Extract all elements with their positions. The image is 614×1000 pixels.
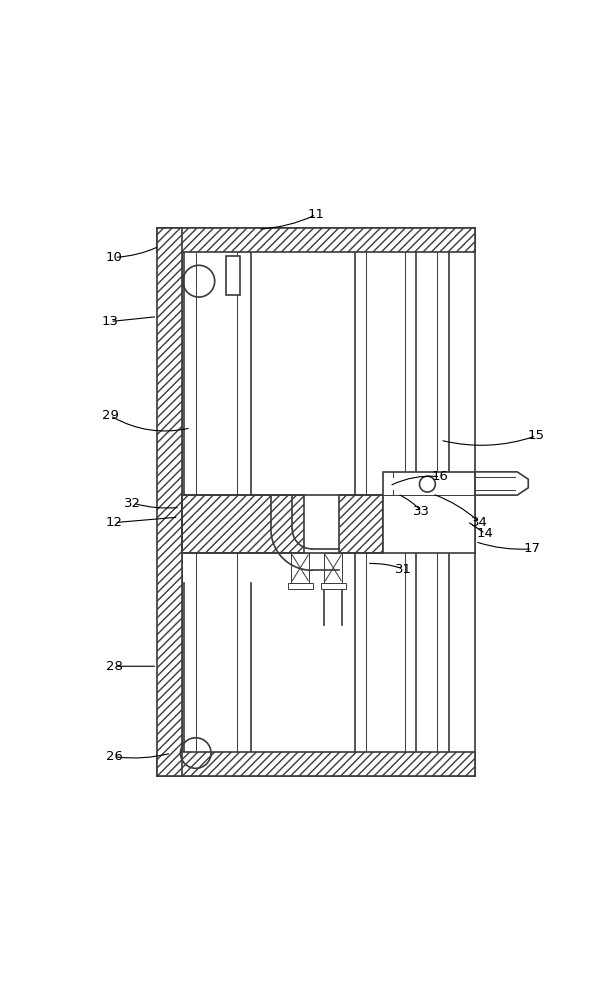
Bar	[227, 256, 239, 295]
Bar	[157, 228, 475, 252]
Bar	[182, 495, 383, 553]
Bar	[340, 495, 383, 553]
Text: 13: 13	[102, 315, 119, 328]
Text: 33: 33	[413, 505, 430, 518]
Text: 26: 26	[106, 750, 123, 763]
Text: 10: 10	[106, 251, 123, 264]
Bar	[182, 495, 304, 553]
Bar	[288, 583, 313, 589]
Text: 11: 11	[308, 208, 325, 221]
Polygon shape	[475, 472, 528, 495]
Text: 12: 12	[106, 516, 123, 529]
Text: 17: 17	[523, 542, 540, 555]
Text: 15: 15	[527, 429, 545, 442]
Text: 28: 28	[106, 660, 123, 673]
Text: 14: 14	[477, 527, 494, 540]
Text: 16: 16	[432, 470, 449, 483]
Bar	[324, 553, 343, 583]
Bar	[383, 472, 475, 553]
Bar	[291, 553, 309, 583]
Bar	[157, 752, 475, 776]
Text: 29: 29	[102, 409, 119, 422]
Text: 34: 34	[471, 516, 488, 529]
Text: 31: 31	[395, 563, 412, 576]
Text: 32: 32	[124, 497, 141, 510]
Bar	[157, 228, 182, 776]
Bar	[321, 583, 346, 589]
